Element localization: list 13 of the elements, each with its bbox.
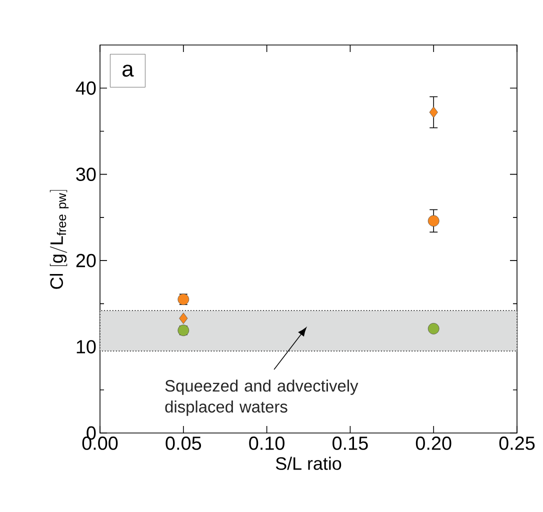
y-tick-label: 40 <box>76 81 96 95</box>
x-tick-label: 0.05 <box>166 436 202 450</box>
x-tick-label: 0.25 <box>499 436 535 450</box>
annotation: a <box>122 64 134 77</box>
x-tick-label: 0.20 <box>416 436 452 450</box>
y-tick-label: 10 <box>76 340 96 354</box>
x-tick-label: 0.10 <box>249 436 284 450</box>
x-tick-label: 0.15 <box>332 436 368 450</box>
y-axis-title: $\mathrm{Cl\ [g/L_{free\ pw}]}$ <box>50 190 69 289</box>
annotation: Squeezed and advectively displaced waters <box>165 380 358 416</box>
y-tick-label: 30 <box>76 168 96 182</box>
x-axis-title: S/L ratio <box>276 456 342 470</box>
y-tick-label: 20 <box>76 254 96 268</box>
